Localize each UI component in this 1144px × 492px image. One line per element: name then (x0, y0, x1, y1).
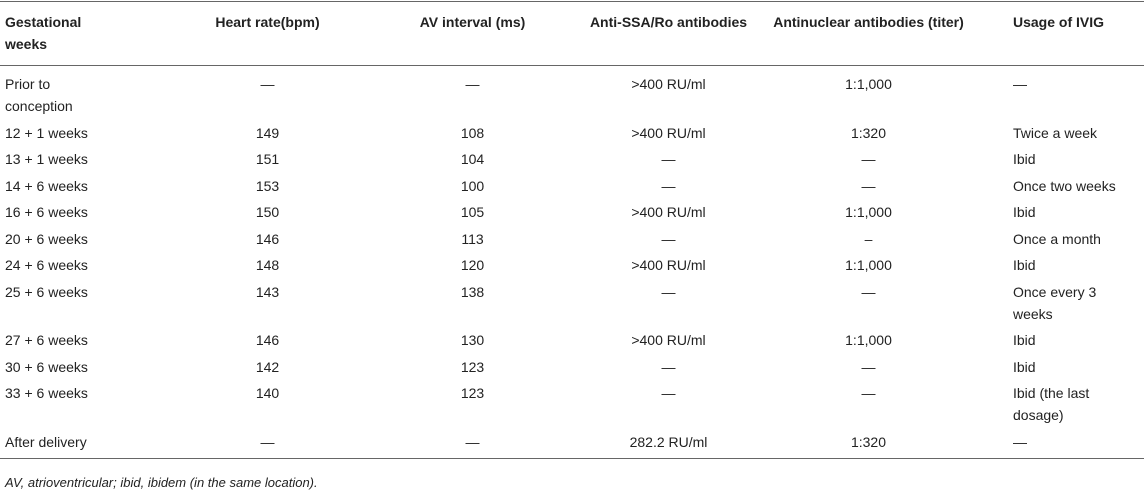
cell: — (661, 177, 676, 194)
data-table: Gestational weeks Heart rate(bpm) AV inter… (0, 1, 1144, 459)
table-row: 20 + 6 weeks 146 113 — – Once a month (0, 226, 1144, 253)
cell: — (1013, 76, 1027, 92)
cell: 143 (255, 283, 280, 300)
cell: 123 (460, 358, 485, 375)
cell: Twice a week (1013, 124, 1098, 141)
header-row: Gestational weeks Heart rate(bpm) AV inter… (0, 1, 1144, 66)
cell: 148 (255, 257, 280, 273)
column-header: AV interval (ms) (360, 1, 585, 66)
cell: 1:1,000 (845, 332, 892, 348)
cell: — (661, 358, 676, 375)
cell: 14 + 6 weeks (5, 177, 88, 194)
cell: 1:320 (752, 428, 985, 459)
table-body: Prior to conception — — >400 RU/ml 1:1,000—1… (0, 66, 1144, 459)
cell: — (260, 76, 275, 92)
table-row: 13 + 1 weeks 151 104 — — Ibid (0, 146, 1144, 173)
cell: — (360, 428, 585, 459)
cell: 151 (255, 151, 280, 167)
cell: 146 (255, 332, 280, 348)
cell: Ibid (1013, 358, 1036, 375)
table-row: 16 + 6 weeks 150 105 >400 RU/ml 1:1,000 Ibid (0, 199, 1144, 226)
cell: 140 (255, 385, 280, 401)
column-header: Anti-SSA/Ro antibodies (585, 1, 752, 66)
cell: 16 + 6 weeks (5, 204, 88, 220)
cell: 120 (460, 257, 485, 273)
cell: — (985, 428, 1144, 459)
cell: Ibid (the last dosage) (1013, 385, 1090, 423)
cell: — (661, 151, 676, 167)
cell: >400 RU/ml (631, 332, 706, 348)
cell: 113 (461, 230, 484, 247)
column-header: Gestational weeks (0, 1, 175, 66)
cell: — (861, 283, 876, 300)
cell: – (864, 230, 873, 247)
cell: 12 + 1 weeks (5, 124, 88, 141)
table-header: Gestational weeks Heart rate(bpm) AV inter… (0, 1, 1144, 66)
cell: Once every 3 weeks (1013, 283, 1097, 322)
cell: 1:320 (850, 124, 887, 141)
cell: 149 (255, 124, 280, 141)
cell: Ibid (1013, 332, 1036, 348)
cell: 20 + 6 weeks (5, 230, 88, 247)
cell: — (861, 385, 876, 401)
cell: — (661, 283, 676, 300)
cell: — (861, 151, 876, 167)
cell: 108 (460, 124, 485, 141)
footnote: AV, atrioventricular; ibid, ibidem (in t… (5, 475, 318, 490)
cell: 1:1,000 (845, 257, 892, 273)
cell: — (861, 177, 876, 194)
cell: 30 + 6 weeks (5, 358, 88, 375)
column-header: Heart rate(bpm) (175, 1, 360, 66)
column-header: Antinuclear antibodies (titer) (752, 1, 985, 66)
cell: >400 RU/ml (631, 257, 706, 273)
cell: 130 (460, 332, 485, 348)
cell: — (661, 385, 676, 401)
cell: Ibid (1013, 204, 1036, 220)
cell: 1:1,000 (845, 76, 892, 92)
table-row: After delivery — —282.2 RU/ml 1:320— (0, 428, 1144, 459)
cell: 13 + 1 weeks (5, 151, 88, 167)
cell: >400 RU/ml (631, 124, 706, 141)
table-row: 27 + 6 weeks 146 130 >400 RU/ml 1:1,000 Ibid (0, 327, 1144, 354)
cell: 105 (460, 204, 485, 220)
cell: 142 (255, 358, 280, 375)
table-row: 14 + 6 weeks 153 100 — — Once two weeks (0, 173, 1144, 200)
cell: 153 (255, 177, 280, 194)
cell: — (465, 76, 480, 92)
table-row: Prior to conception — — >400 RU/ml 1:1,000 — (0, 66, 1144, 120)
cell: 33 + 6 weeks (5, 385, 88, 401)
cell: Once two weeks (1013, 177, 1116, 194)
cell: >400 RU/ml (631, 76, 706, 92)
cell: 27 + 6 weeks (5, 332, 88, 348)
cell: 150 (255, 204, 280, 220)
table-row: 25 + 6 weeks 143 138 — — Once every 3 weeks (0, 279, 1144, 328)
cell: 123 (460, 385, 485, 401)
cell: 138 (460, 283, 485, 300)
cell: Ibid (1013, 151, 1036, 167)
cell: 282.2 RU/ml (585, 428, 752, 459)
cell: 104 (460, 151, 485, 167)
cell: 146 (255, 230, 280, 247)
cell: — (175, 428, 360, 459)
cell: 100 (460, 177, 485, 194)
cell: Once a month (1013, 230, 1101, 247)
table-row: 33 + 6 weeks 140 123 — — Ibid (the last dosag… (0, 380, 1144, 429)
cell: 24 + 6 weeks (5, 257, 88, 273)
cell: 1:1,000 (845, 204, 892, 220)
cell: >400 RU/ml (631, 204, 706, 220)
table-row: 30 + 6 weeks 142 123 — — Ibid (0, 354, 1144, 381)
table-row: 12 + 1 weeks 149 108 >400 RU/ml 1:320 Twice a… (0, 120, 1144, 147)
column-header: Usage of IVIG (985, 1, 1144, 66)
table-row: 24 + 6 weeks 148 120 >400 RU/ml 1:1,000 Ibid (0, 252, 1144, 279)
cell: Ibid (1013, 257, 1036, 273)
cell: — (661, 230, 676, 247)
cell: Prior to conception (5, 76, 73, 114)
cell: After delivery (0, 428, 175, 459)
cell: — (861, 358, 876, 375)
cell: 25 + 6 weeks (5, 283, 88, 300)
